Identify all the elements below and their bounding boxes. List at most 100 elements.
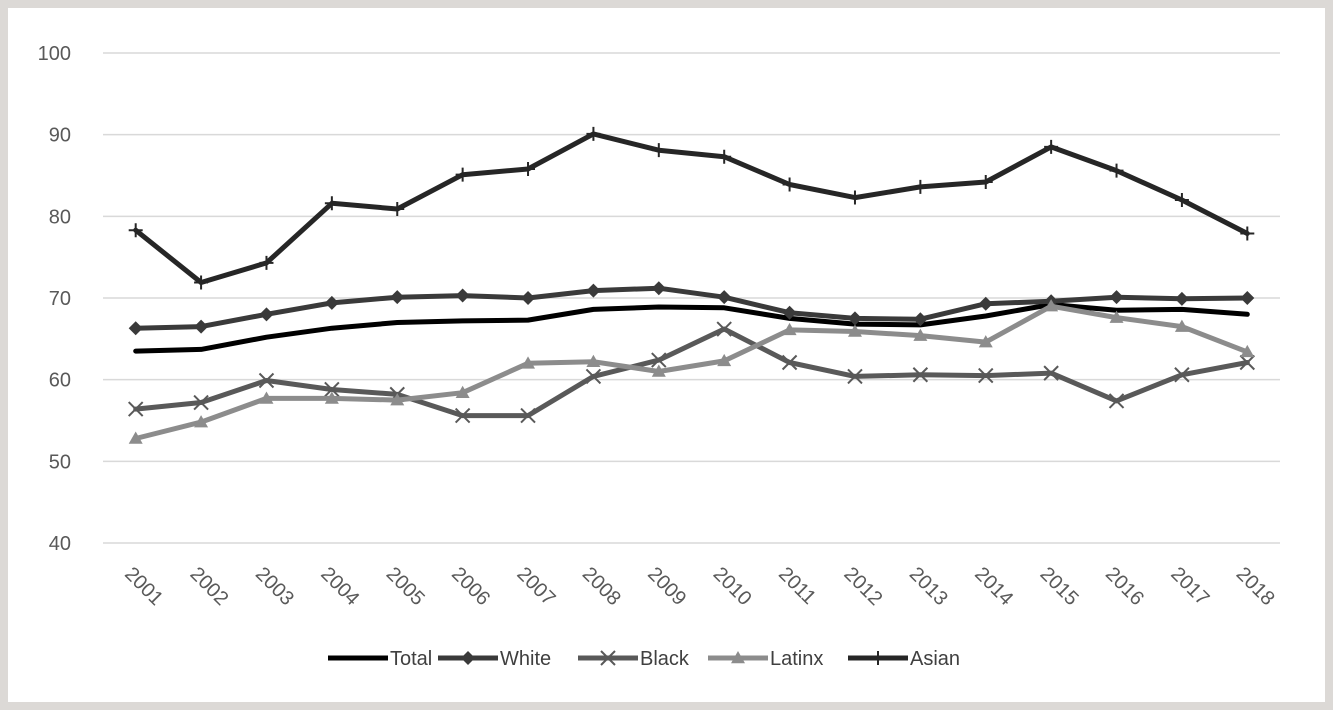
series-line-white (133, 285, 1250, 331)
data-point-white (978, 296, 993, 311)
data-point-asian (782, 177, 797, 192)
data-point-latinx (521, 356, 536, 369)
data-point-asian (194, 275, 209, 290)
data-point-asian (586, 126, 601, 141)
x-tick-label: 2006 (447, 563, 494, 610)
data-point-black (454, 407, 471, 424)
data-point-white (521, 291, 536, 305)
x-tick-label: 2003 (251, 563, 298, 610)
x-tick-label: 2001 (120, 563, 167, 610)
x-tick-label: 2002 (186, 563, 233, 610)
data-point-black (978, 367, 994, 384)
legend-label: Asian (910, 648, 960, 670)
data-point-latinx (324, 391, 339, 404)
legend-label: Latinx (770, 648, 823, 670)
data-point-asian (455, 167, 470, 182)
data-point-white (128, 321, 143, 336)
x-tick-label: 2015 (1036, 563, 1083, 610)
data-point-white (324, 295, 339, 310)
legend-item-total: Total (328, 648, 432, 670)
legend-marker (600, 650, 616, 666)
data-point-white (1240, 291, 1255, 305)
series-line-total (133, 302, 1250, 354)
data-point-asian (324, 196, 339, 211)
data-point-white (390, 290, 405, 305)
data-point-black (651, 352, 667, 368)
data-point-latinx (259, 391, 274, 404)
series-black (127, 321, 1256, 424)
legend-item-latinx: Latinx (708, 648, 823, 670)
data-point-asian (847, 190, 862, 205)
data-point-latinx (128, 431, 143, 444)
data-point-latinx (651, 364, 666, 377)
data-point-black (585, 368, 602, 385)
x-tick-label: 2012 (839, 563, 886, 610)
x-tick-label: 2011 (774, 563, 820, 609)
x-tick-label: 2004 (316, 563, 363, 610)
data-point-asian (978, 175, 993, 190)
data-point-white (194, 319, 209, 334)
data-point-black (520, 407, 536, 424)
x-tick-label: 2009 (643, 563, 690, 610)
data-point-white (586, 283, 601, 298)
data-point-latinx (586, 354, 601, 367)
legend-label: Black (640, 648, 690, 670)
chart-frame: 40 50 60 70 80 90 100 2001 2002 2003 2004 2005 2006 2… (8, 8, 1325, 702)
data-point-white (455, 288, 470, 303)
x-tick-label: 2017 (1166, 563, 1213, 610)
data-point-latinx (1044, 299, 1059, 312)
y-tick-label: 100 (38, 43, 71, 65)
data-point-white (913, 312, 928, 327)
legend: Total White Black Latinx Asian (328, 648, 960, 670)
gridlines (103, 52, 1280, 544)
data-point-white (1109, 290, 1124, 305)
data-point-black (1239, 354, 1256, 371)
series-asian (128, 126, 1255, 290)
data-point-black (1108, 393, 1125, 409)
data-point-asian (1240, 226, 1255, 241)
data-point-white (782, 305, 797, 320)
x-tick-label: 2018 (1232, 563, 1279, 610)
data-point-latinx (1174, 319, 1189, 332)
data-point-latinx (390, 393, 405, 406)
data-point-latinx (847, 324, 862, 337)
x-axis: 2001 2002 2003 2004 2005 2006 2007 2008 2009 2010… (120, 563, 1279, 610)
data-point-latinx (782, 322, 797, 336)
data-point-latinx (913, 328, 928, 341)
data-point-asian (390, 201, 405, 216)
data-point-black (127, 401, 144, 417)
data-point-latinx (978, 335, 993, 348)
series-line-asian (133, 131, 1250, 285)
x-tick-label: 2007 (512, 563, 559, 610)
data-point-black (258, 372, 275, 389)
x-tick-label: 2008 (578, 563, 625, 610)
legend-item-white: White (438, 648, 551, 670)
data-point-latinx (194, 415, 209, 428)
data-point-white (717, 290, 732, 305)
y-tick-label: 40 (49, 533, 71, 555)
data-point-black (324, 381, 340, 398)
data-point-asian (521, 161, 536, 176)
data-point-asian (1109, 163, 1124, 178)
series-latinx (128, 299, 1255, 444)
x-tick-label: 2010 (709, 563, 756, 610)
legend-label: White (500, 648, 551, 670)
legend-label: Total (390, 648, 432, 670)
data-point-white (259, 307, 274, 322)
y-tick-label: 80 (49, 206, 71, 228)
x-tick-label: 2013 (905, 563, 952, 610)
y-tick-label: 70 (49, 288, 71, 310)
data-point-asian (259, 255, 274, 270)
data-point-black (193, 394, 209, 411)
data-point-white (651, 281, 666, 296)
y-tick-label: 90 (49, 125, 71, 147)
data-point-asian (717, 149, 732, 164)
data-point-latinx (1109, 310, 1124, 323)
data-point-black (1043, 365, 1059, 381)
data-point-black (847, 368, 863, 385)
x-tick-label: 2005 (382, 563, 429, 610)
data-point-black (912, 367, 929, 383)
data-point-white (1174, 291, 1189, 306)
y-axis: 40 50 60 70 80 90 100 (38, 43, 71, 555)
